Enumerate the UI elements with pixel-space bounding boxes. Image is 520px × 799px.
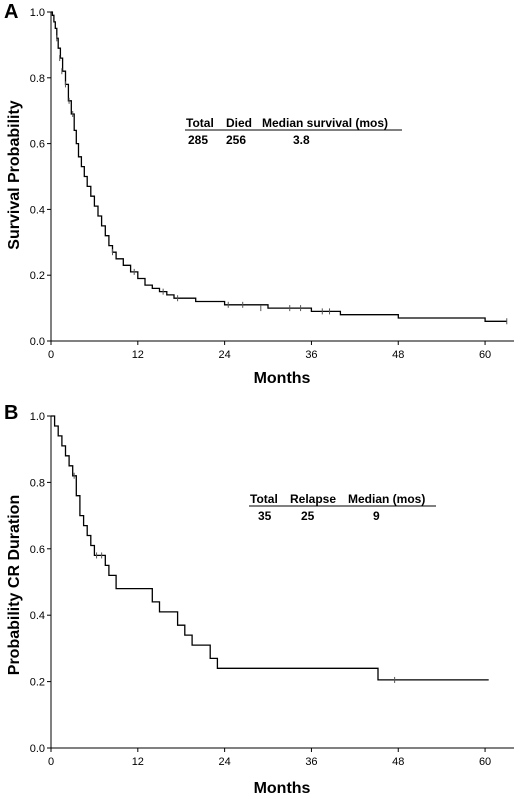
panel-b-y-tick-label: 0.4 <box>30 610 45 622</box>
panel-b-y-tick-label: 0.2 <box>30 677 45 689</box>
panel-a-table-value-median: 3.8 <box>293 133 310 147</box>
panel-a-table-header-median: Median survival (mos) <box>262 116 388 130</box>
panel-b-table-header-total: Total <box>250 492 278 506</box>
panel-b-x-tick-label: 36 <box>305 756 317 768</box>
panel-b-cr-duration-curve <box>51 415 489 681</box>
panel-a-x-tick-label: 36 <box>305 349 317 361</box>
panel-a-y-tick-label: 0.2 <box>30 270 45 282</box>
panel-b-table-header-relapse: Relapse <box>290 492 336 506</box>
panel-b-censor-marks <box>73 472 396 683</box>
panel-a-y-ticks: 0.0 0.2 0.4 0.6 0.8 1.0 <box>30 7 51 348</box>
panel-b-legend-table: Total Relapse Median (mos) 35 25 9 <box>249 492 436 523</box>
panel-a-censor-marks <box>56 35 508 325</box>
panel-a-x-tick-label: 48 <box>392 349 404 361</box>
panel-a-x-tick-label: 12 <box>132 349 144 361</box>
panel-a-y-tick-label: 0.6 <box>30 139 45 151</box>
panel-b-letter: B <box>4 402 18 424</box>
panel-b-y-tick-label: 0.6 <box>30 544 45 556</box>
panel-b-y-tick-label: 0.8 <box>30 477 45 489</box>
panel-b-x-tick-label: 48 <box>392 756 404 768</box>
panel-b-table-value-total: 35 <box>258 509 272 523</box>
panel-b-x-ticks: 0 12 24 36 48 60 <box>48 748 491 768</box>
panel-a-survival-curve <box>51 11 507 322</box>
panel-a-letter: A <box>4 1 18 23</box>
panel-a-x-tick-label: 0 <box>48 349 54 361</box>
panel-a-table-header-total: Total <box>186 116 214 130</box>
panel-b-y-ticks: 0.0 0.2 0.4 0.6 0.8 1.0 <box>30 411 51 755</box>
panel-a-x-tick-label: 60 <box>479 349 491 361</box>
panel-b-y-tick-label: 1.0 <box>30 411 45 423</box>
panel-b-y-axis-title: Probability CR Duration <box>6 495 23 675</box>
panel-b-table-value-relapse: 25 <box>301 509 315 523</box>
panel-b-table-value-median: 9 <box>373 509 380 523</box>
panel-b-x-tick-label: 24 <box>219 756 231 768</box>
panel-a: A Survival Probability Months 0.00.20.40… <box>4 1 514 387</box>
panel-b: B Probability CR Duration Months 0.00.20… <box>4 402 514 797</box>
panel-a-y-tick-label: 1.0 <box>30 7 45 19</box>
panel-a-table-header-died: Died <box>226 116 252 130</box>
panel-b-x-axis-title: Months <box>254 780 311 797</box>
panel-a-y-tick-label: 0.8 <box>30 73 45 85</box>
panel-b-x-tick-label: 60 <box>479 756 491 768</box>
panel-a-x-axis-title: Months <box>254 370 311 387</box>
panel-a-y-tick-label: 0.0 <box>30 336 45 348</box>
panel-b-y-tick-label: 0.0 <box>30 743 45 755</box>
panel-a-y-axis-title: Survival Probability <box>6 100 23 249</box>
panel-a-x-tick-label: 24 <box>219 349 231 361</box>
panel-a-y-tick-label: 0.4 <box>30 204 45 216</box>
panel-a-table-value-total: 285 <box>188 133 208 147</box>
panel-a-x-ticks: 0 12 24 36 48 60 <box>48 341 491 361</box>
panel-a-legend-table: Total Died Median survival (mos) 285 256… <box>185 116 402 147</box>
panel-b-x-tick-label: 12 <box>132 756 144 768</box>
panel-b-table-header-median: Median (mos) <box>348 492 425 506</box>
panel-a-table-value-died: 256 <box>226 133 246 147</box>
panel-b-x-tick-label: 0 <box>48 756 54 768</box>
